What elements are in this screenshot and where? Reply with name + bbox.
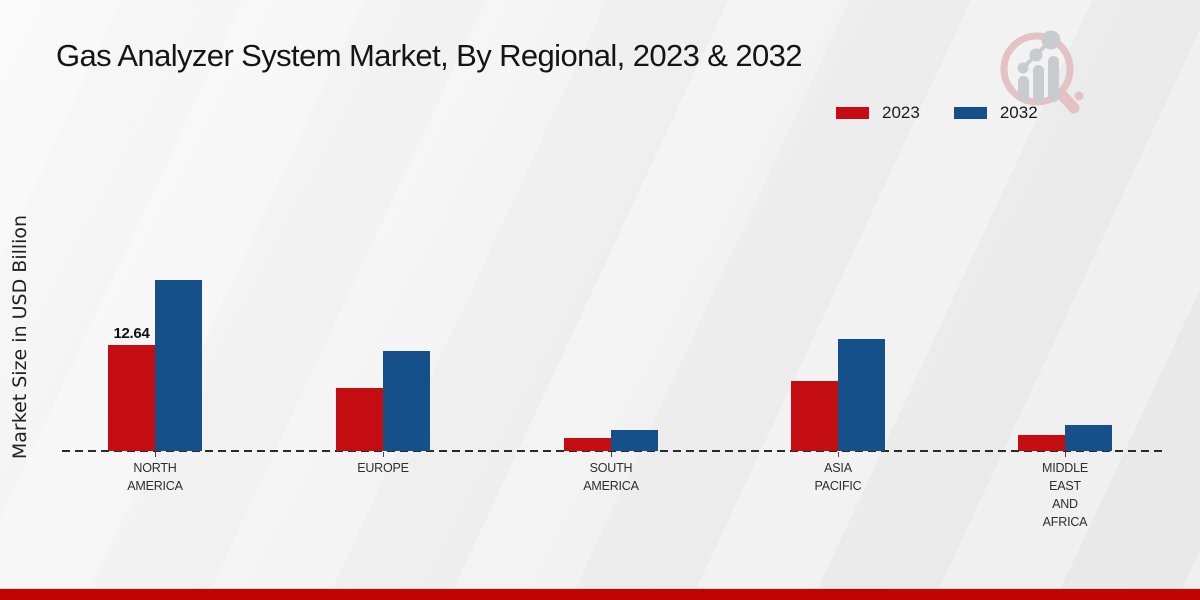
legend-label-2023: 2023 bbox=[882, 103, 920, 122]
bar-2023-south-america bbox=[564, 438, 611, 451]
bar-2032-europe bbox=[383, 351, 430, 451]
bar-value-label-12.64: 12.64 bbox=[113, 325, 150, 342]
bar-2023-north-america bbox=[108, 345, 155, 451]
bar-2023-asia-pacific bbox=[791, 381, 838, 451]
x-axis-label-europe: EUROPE bbox=[357, 461, 409, 475]
bar-2032-middle-east-and-africa bbox=[1065, 425, 1112, 451]
legend: 2023 2032 bbox=[836, 103, 1038, 123]
mrfr-logo-icon bbox=[1000, 30, 1084, 114]
legend-label-2032: 2032 bbox=[999, 103, 1038, 122]
x-axis-label-middle-east-and-africa: MIDDLE EAST AND AFRICA bbox=[1041, 461, 1089, 529]
bar-2032-south-america bbox=[611, 430, 658, 451]
legend-item-2023: 2023 bbox=[836, 103, 920, 123]
legend-swatch-2023-icon bbox=[836, 107, 869, 119]
bar-2023-middle-east-and-africa bbox=[1018, 435, 1065, 451]
x-axis-label-south-america: SOUTH AMERICA bbox=[583, 461, 639, 493]
bar-2032-asia-pacific bbox=[838, 339, 885, 451]
chart-title: Gas Analyzer System Market, By Regional,… bbox=[56, 38, 803, 73]
axis-tick-europe bbox=[383, 452, 384, 457]
axis-tick-asia-pacific bbox=[838, 452, 839, 457]
x-axis-label-asia-pacific: ASIA PACIFIC bbox=[814, 461, 862, 493]
bar-2032-north-america bbox=[155, 280, 202, 451]
x-axis-baseline bbox=[62, 450, 1165, 452]
legend-swatch-2032-icon bbox=[953, 107, 987, 119]
bar-2023-europe bbox=[336, 388, 383, 451]
footer-accent-bar bbox=[0, 588, 1200, 600]
legend-item-2032: 2032 bbox=[953, 103, 1038, 123]
axis-tick-north-america bbox=[155, 452, 156, 457]
axis-tick-south-america bbox=[611, 452, 612, 457]
axis-tick-middle-east-and-africa bbox=[1065, 452, 1066, 457]
x-axis-label-north-america: NORTH AMERICA bbox=[127, 461, 183, 493]
